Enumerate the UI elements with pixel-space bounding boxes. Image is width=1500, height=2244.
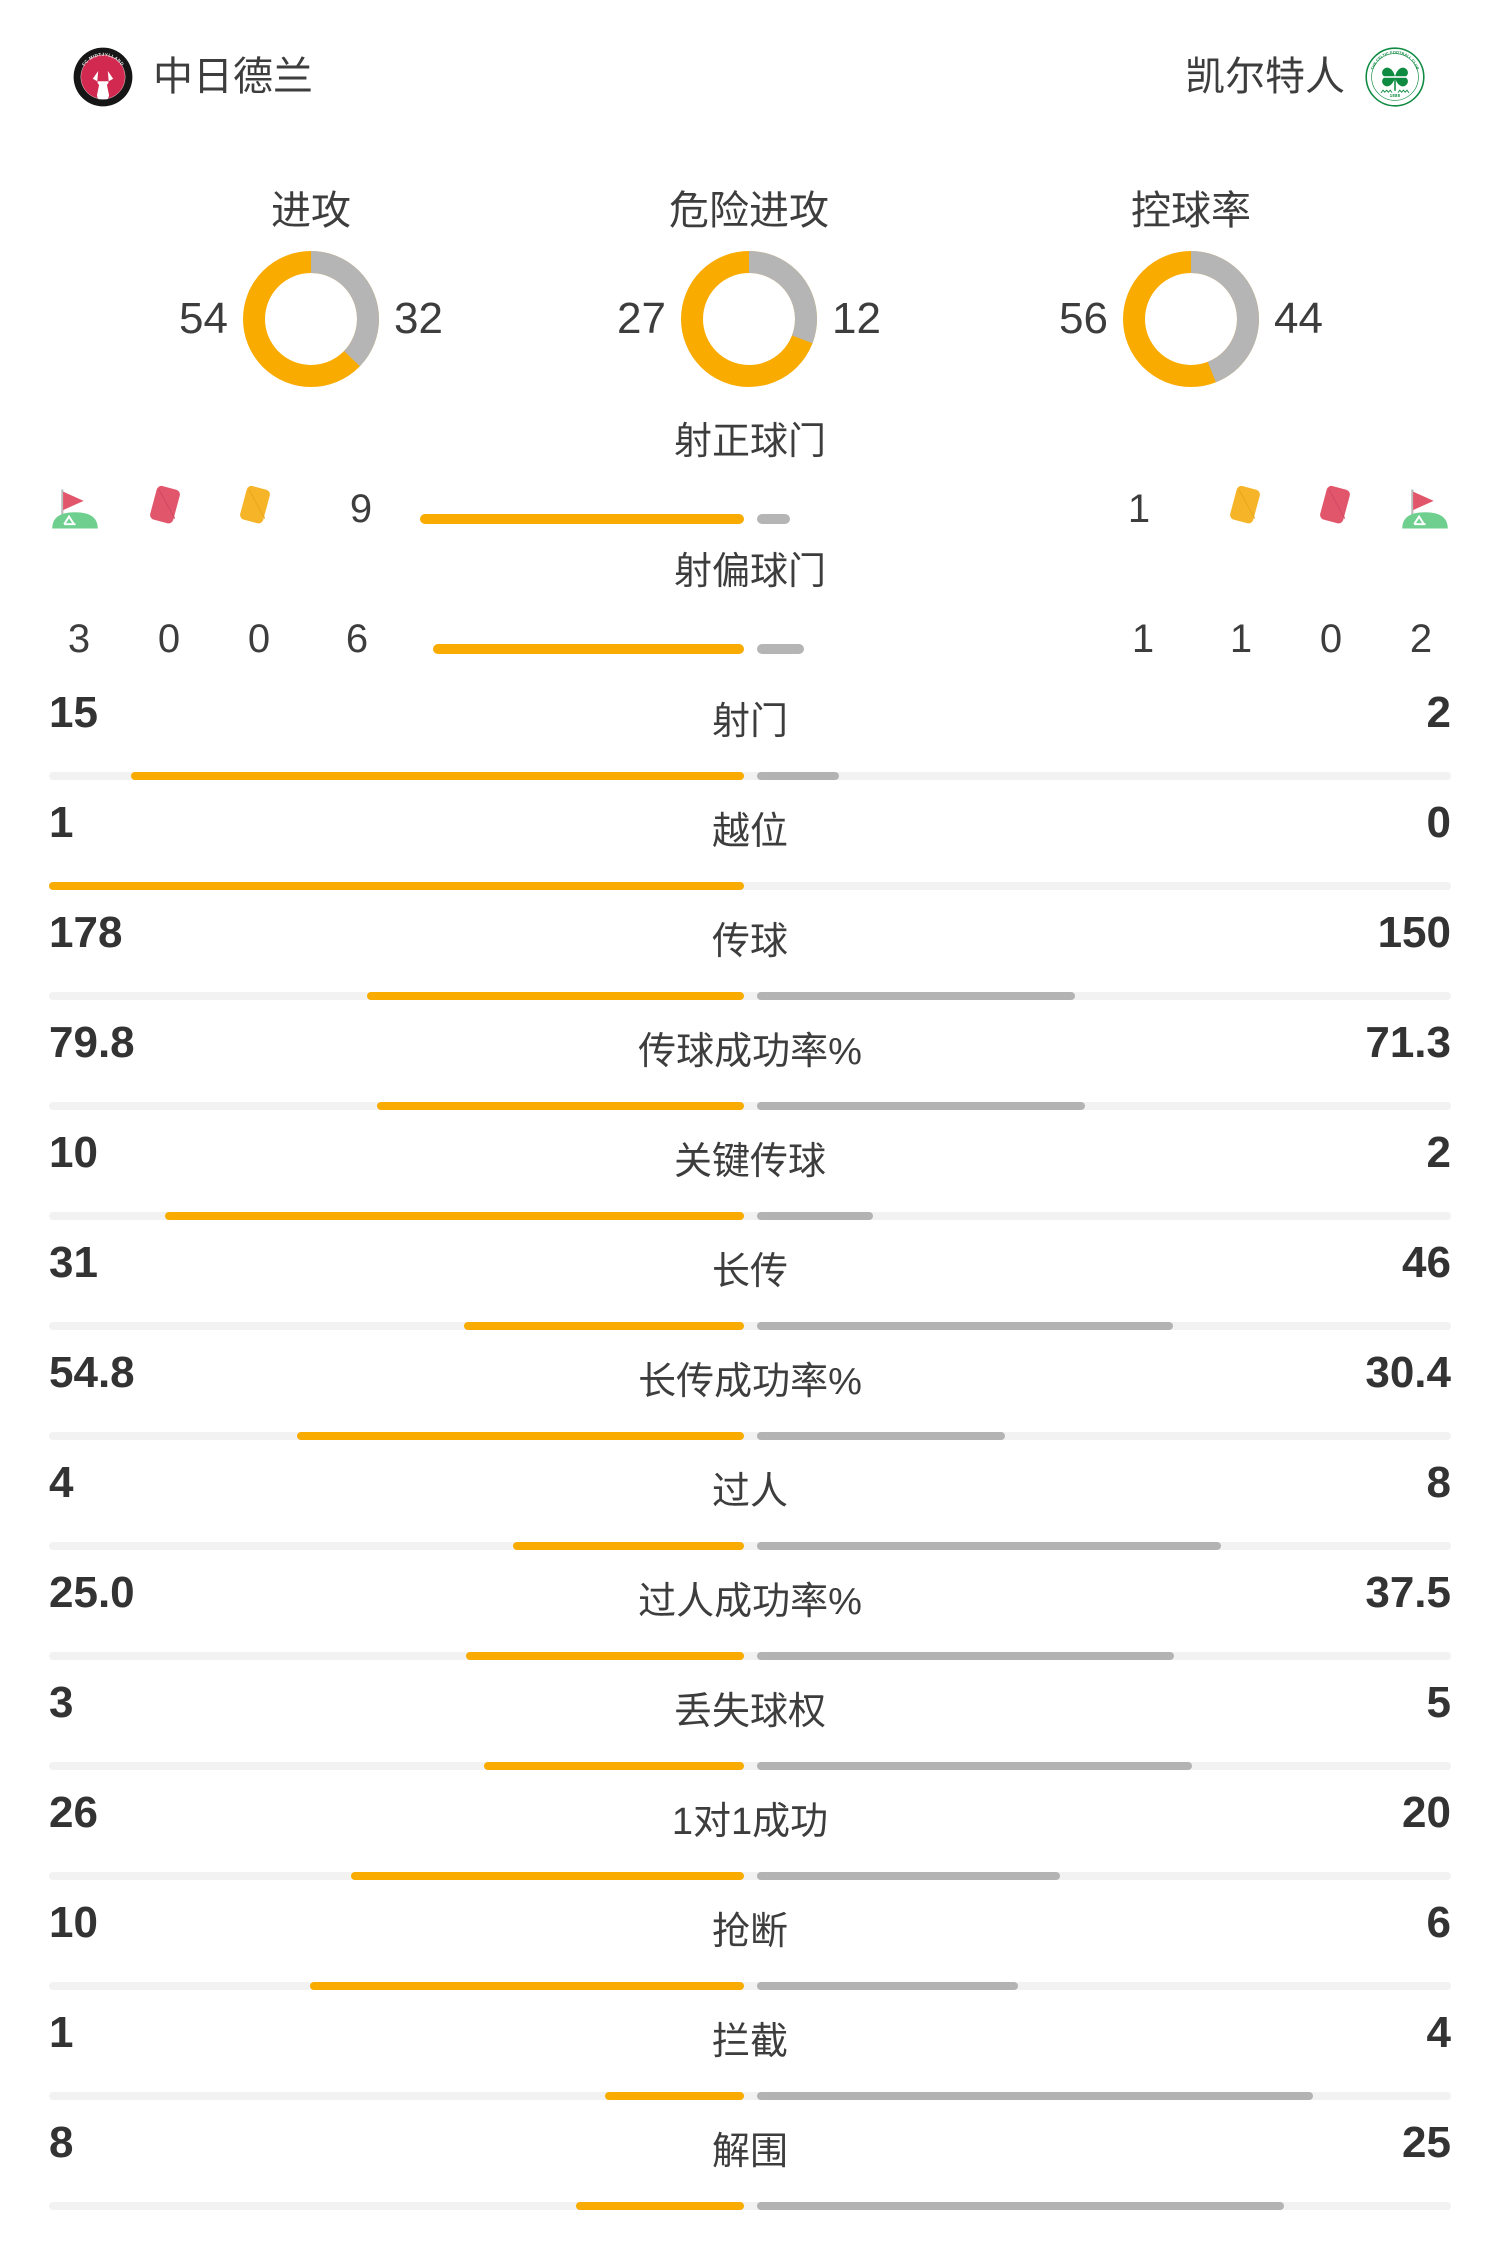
svg-text:1888: 1888 xyxy=(1390,93,1401,98)
